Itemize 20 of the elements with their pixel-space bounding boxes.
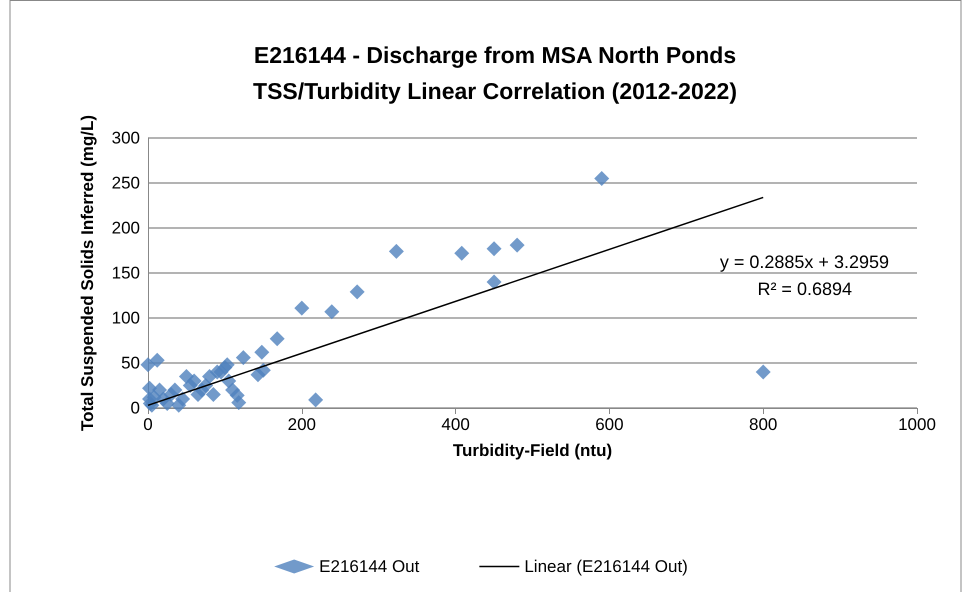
annotation: y = 0.2885x + 3.2959 xyxy=(720,252,890,272)
y-tick-label: 300 xyxy=(112,128,140,148)
y-axis-title: Total Suspended Solids Inferred (mg/L) xyxy=(78,114,97,432)
x-tick-label: 0 xyxy=(143,415,153,434)
y-tick-label: 100 xyxy=(112,308,140,328)
y-tick-label: 250 xyxy=(112,174,140,192)
x-axis-title: Turbidity-Field (ntu) xyxy=(452,441,612,460)
chart-title: E216144 - Discharge from MSA North Ponds TSS/Turbidity Linear Correlation (2012-2022) xyxy=(253,42,737,104)
y-tick-label: 0 xyxy=(130,398,140,418)
x-tick-label: 600 xyxy=(595,415,624,434)
y-tick-label: 200 xyxy=(112,218,140,238)
x-tick-label: 200 xyxy=(288,415,316,434)
y-tick-label: 50 xyxy=(121,354,140,372)
x-tick-label: 400 xyxy=(441,415,470,434)
y-tick-label: 150 xyxy=(112,264,140,282)
x-tick-label: 800 xyxy=(749,415,778,434)
annotation: R² = 0.6894 xyxy=(757,279,852,299)
x-tick-label: 1000 xyxy=(898,415,936,434)
legend-label: Linear (E216144 Out) xyxy=(524,557,688,576)
legend-label: E216144 Out xyxy=(319,557,420,576)
